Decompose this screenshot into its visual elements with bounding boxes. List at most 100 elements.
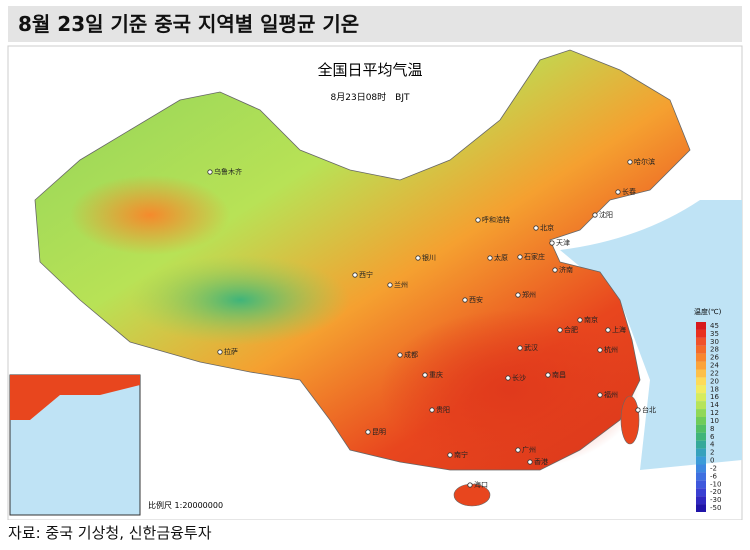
- header-title: 8월 23일 기준 중국 지역별 일평균 기온: [8, 6, 742, 42]
- city-dot: [387, 282, 393, 288]
- map-subtitle: 8月23日08时 BJT: [331, 91, 410, 103]
- legend-label: 4: [710, 441, 715, 449]
- inset-land: [10, 375, 140, 420]
- legend-swatch: [696, 322, 706, 330]
- city-dot: [557, 327, 563, 333]
- city-dot: [397, 352, 403, 358]
- city-label: 拉萨: [224, 347, 238, 356]
- legend-label: 28: [710, 346, 719, 354]
- legend-swatch: [696, 385, 706, 394]
- source: 자료: 중국 기상청, 신한금융투자: [8, 524, 212, 542]
- city-label: 乌鲁木齐: [214, 167, 242, 176]
- legend-label: 22: [710, 369, 719, 377]
- legend-swatch: [696, 401, 706, 410]
- city-label: 成都: [404, 350, 418, 359]
- legend-label: 26: [710, 354, 719, 362]
- city-dot: [517, 254, 523, 260]
- legend-label: -10: [710, 480, 721, 488]
- city-label: 南昌: [552, 370, 566, 379]
- legend-swatch: [696, 424, 706, 433]
- city-dot: [517, 345, 523, 351]
- legend-swatch: [696, 369, 706, 378]
- legend-swatch: [696, 337, 706, 346]
- city-label: 银川: [422, 253, 436, 262]
- legend-label: -2: [710, 464, 717, 472]
- city-dot: [605, 327, 611, 333]
- legend-swatch: [696, 480, 706, 489]
- city-dot: [545, 372, 551, 378]
- city-label: 西宁: [359, 270, 373, 279]
- legend-label: 6: [710, 433, 715, 441]
- legend-swatch: [696, 353, 706, 362]
- city-dot: [635, 407, 641, 413]
- legend-label: 0: [710, 457, 714, 465]
- legend-label: 18: [710, 385, 719, 393]
- legend-label: 20: [710, 377, 719, 385]
- city-label: 济南: [559, 265, 573, 274]
- city-label: 南京: [584, 315, 598, 324]
- legend-swatch: [696, 409, 706, 417]
- map-title: 全国日平均气温: [317, 61, 422, 79]
- legend-label: 14: [710, 401, 719, 409]
- city-label: 西安: [469, 295, 483, 304]
- city-dot: [352, 272, 358, 278]
- city-label: 长沙: [512, 373, 526, 382]
- city-label: 太原: [494, 253, 508, 262]
- city-dot: [415, 255, 421, 261]
- scale: 比例尺 1:20000000: [148, 500, 223, 510]
- city-label: 石家庄: [524, 252, 545, 261]
- city-dot: [505, 375, 511, 381]
- city-label: 杭州: [604, 345, 618, 354]
- legend-swatch: [696, 488, 706, 497]
- city-label: 香港: [534, 457, 548, 466]
- city-label: 武汉: [524, 343, 538, 352]
- map: 全国日平均气温 8月23日08时 BJT 比例尺 1:20000000 温度(℃…: [7, 45, 743, 520]
- legend-label: -20: [710, 488, 721, 496]
- city-label: 贵阳: [436, 405, 450, 414]
- city-dot: [487, 255, 493, 261]
- city-label: 北京: [540, 223, 554, 232]
- city-dot: [597, 347, 603, 353]
- legend-label: 16: [710, 393, 719, 401]
- legend-label: 12: [710, 409, 719, 417]
- taiwan: [620, 395, 640, 445]
- legend-swatch: [696, 377, 706, 386]
- city-label: 福州: [604, 390, 618, 399]
- city-dot: [447, 452, 453, 458]
- city-label: 兰州: [394, 280, 408, 289]
- plateau-zone: [130, 255, 350, 345]
- legend-label: 35: [710, 330, 719, 338]
- city-label: 南宁: [454, 450, 468, 459]
- city-dot: [549, 240, 555, 246]
- legend-title: 温度(℃): [694, 307, 722, 316]
- city-dot: [365, 429, 371, 435]
- legend-swatch: [696, 393, 706, 402]
- city-dot: [597, 392, 603, 398]
- legend-swatch: [696, 440, 706, 449]
- legend-swatch: [696, 504, 706, 512]
- city-label: 重庆: [429, 370, 443, 379]
- tarim-basin: [70, 175, 230, 255]
- legend-swatch: [696, 345, 706, 354]
- legend-swatch: [696, 432, 706, 441]
- city-dot: [552, 267, 558, 273]
- city-dot: [467, 482, 473, 488]
- legend-swatch: [696, 448, 706, 457]
- hot-zone: [380, 310, 640, 470]
- legend-label: 8: [710, 425, 714, 433]
- legend-label: 10: [710, 417, 719, 425]
- legend-swatch: [696, 361, 706, 370]
- legend-swatch: [696, 417, 706, 425]
- legend-label: -6: [710, 472, 718, 480]
- city-dot: [627, 159, 633, 165]
- city-dot: [207, 169, 213, 175]
- city-label: 郑州: [522, 291, 536, 299]
- city-label: 哈尔滨: [634, 157, 655, 166]
- legend-label: 2: [710, 449, 714, 457]
- city-dot: [615, 189, 621, 195]
- city-dot: [422, 372, 428, 378]
- city-label: 台北: [642, 405, 656, 414]
- city-label: 广州: [522, 445, 536, 454]
- city-label: 上海: [612, 325, 626, 334]
